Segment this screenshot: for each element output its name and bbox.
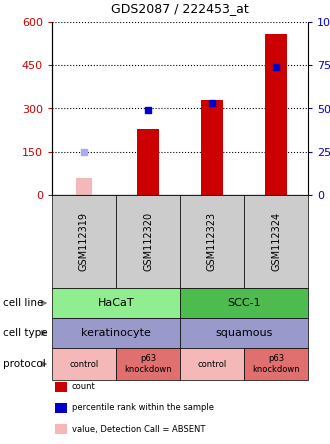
Text: protocol: protocol (3, 359, 46, 369)
Bar (137, 129, 159, 195)
Bar (76, 178, 92, 195)
Bar (201, 100, 223, 195)
Text: keratinocyte: keratinocyte (81, 328, 151, 338)
Bar (265, 34, 287, 195)
Text: count: count (72, 382, 96, 391)
Text: percentile rank within the sample: percentile rank within the sample (72, 404, 214, 412)
Text: control: control (197, 360, 227, 369)
Text: value, Detection Call = ABSENT: value, Detection Call = ABSENT (72, 425, 205, 434)
Text: p63
knockdown: p63 knockdown (252, 354, 300, 374)
Text: squamous: squamous (215, 328, 273, 338)
Text: GSM112320: GSM112320 (143, 212, 153, 271)
Text: cell type: cell type (3, 328, 48, 338)
Text: control: control (69, 360, 99, 369)
Text: GSM112324: GSM112324 (271, 212, 281, 271)
Text: SCC-1: SCC-1 (227, 298, 261, 308)
Text: HaCaT: HaCaT (98, 298, 134, 308)
Text: GSM112323: GSM112323 (207, 212, 217, 271)
Text: GDS2087 / 222453_at: GDS2087 / 222453_at (111, 2, 249, 16)
Text: GSM112319: GSM112319 (79, 212, 89, 271)
Text: p63
knockdown: p63 knockdown (124, 354, 172, 374)
Text: cell line: cell line (3, 298, 44, 308)
